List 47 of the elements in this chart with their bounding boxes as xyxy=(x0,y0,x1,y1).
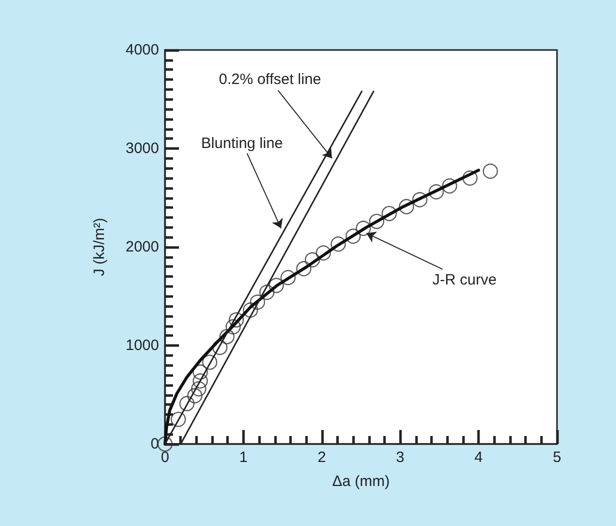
x-tick-label: 4 xyxy=(474,449,483,466)
point xyxy=(280,270,296,286)
point xyxy=(212,340,228,356)
point xyxy=(179,396,195,412)
x-tick-label: 3 xyxy=(396,449,404,466)
point xyxy=(428,184,444,200)
point xyxy=(304,252,320,268)
point xyxy=(346,228,361,244)
point xyxy=(382,206,397,222)
x-tick-label: 1 xyxy=(239,449,248,466)
point xyxy=(228,312,244,328)
point xyxy=(442,178,458,194)
annotation: Blunting line xyxy=(201,134,283,152)
point xyxy=(242,302,258,318)
point xyxy=(259,284,275,300)
point xyxy=(412,192,428,208)
y-tick-label: 1000 xyxy=(126,337,159,354)
point xyxy=(219,329,235,344)
x-tick-label: 0 xyxy=(160,449,170,466)
x-tick-label: 5 xyxy=(552,449,562,466)
point xyxy=(192,373,208,389)
point xyxy=(482,164,498,179)
x-axis-title: Δa (mm) xyxy=(332,473,390,490)
annotation: 0.2% offset line xyxy=(218,70,322,88)
point xyxy=(316,245,331,261)
x-tick-label: 2 xyxy=(318,449,326,466)
point xyxy=(268,278,284,294)
y-axis-title: J (kJ/m²) xyxy=(91,218,108,276)
y-tick-label: 3000 xyxy=(126,140,159,157)
point xyxy=(192,364,208,380)
y-tick-label: 2000 xyxy=(126,238,159,256)
point xyxy=(296,261,312,276)
point xyxy=(356,220,371,236)
y-tick-label: 0 xyxy=(150,436,159,452)
point xyxy=(226,319,241,334)
point xyxy=(187,388,202,404)
point xyxy=(157,436,173,452)
y-tick-label: 4000 xyxy=(126,42,159,58)
point xyxy=(369,214,384,229)
point xyxy=(398,199,414,214)
point xyxy=(250,294,266,310)
point xyxy=(462,170,478,186)
point xyxy=(191,381,206,396)
point xyxy=(202,354,218,370)
point xyxy=(170,412,186,427)
point xyxy=(330,236,346,252)
annotation: J-R curve xyxy=(432,272,497,289)
